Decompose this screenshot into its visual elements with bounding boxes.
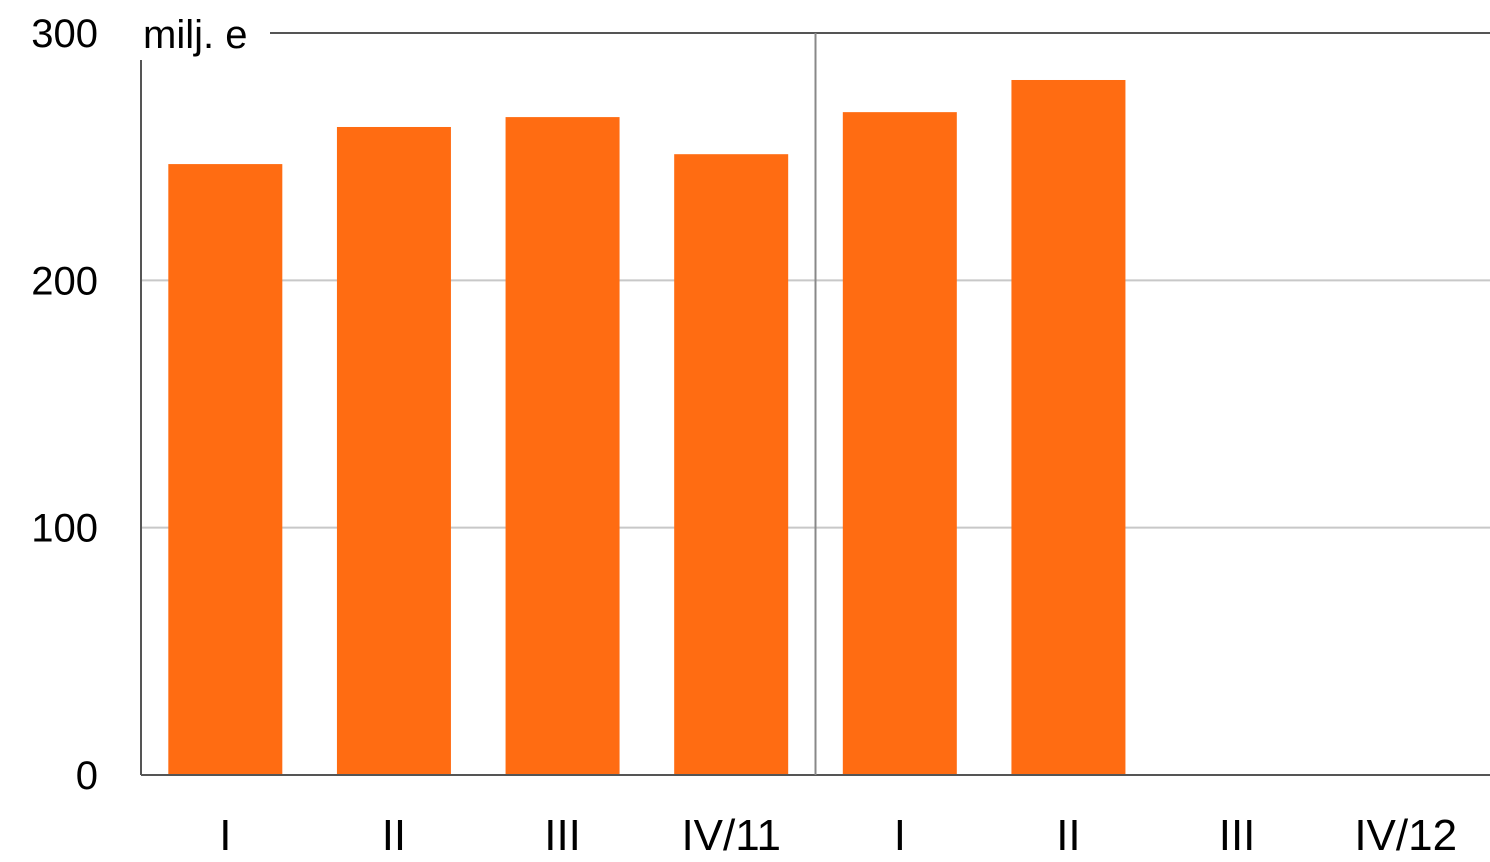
x-category-label: II [1056,811,1080,857]
x-category-label: I [219,811,231,857]
bar [842,112,957,775]
x-category-label: IV/12 [1354,811,1457,857]
y-tick-label: 100 [31,507,98,551]
y-unit-label: milj. e [143,13,247,57]
x-category-labels: I II III IV/11 I II III IV/12 [219,811,1457,860]
bar [505,117,620,776]
x-category-label: I [894,811,906,857]
bar [168,164,283,775]
x-category-label: III [1219,811,1256,857]
x-category-label: IV/11 [681,811,780,857]
y-tick-labels: 0 100 200 300 [31,12,98,798]
bar [674,154,789,775]
x-category-label: III [544,811,581,857]
x-category-label: II [382,811,406,857]
bar-series [168,79,1126,776]
axes [140,33,1490,776]
y-tick-label: 0 [76,754,98,798]
y-tick-label: 300 [31,12,98,56]
bar [336,126,451,775]
y-tick-label: 200 [31,259,98,303]
bar [1011,79,1126,775]
